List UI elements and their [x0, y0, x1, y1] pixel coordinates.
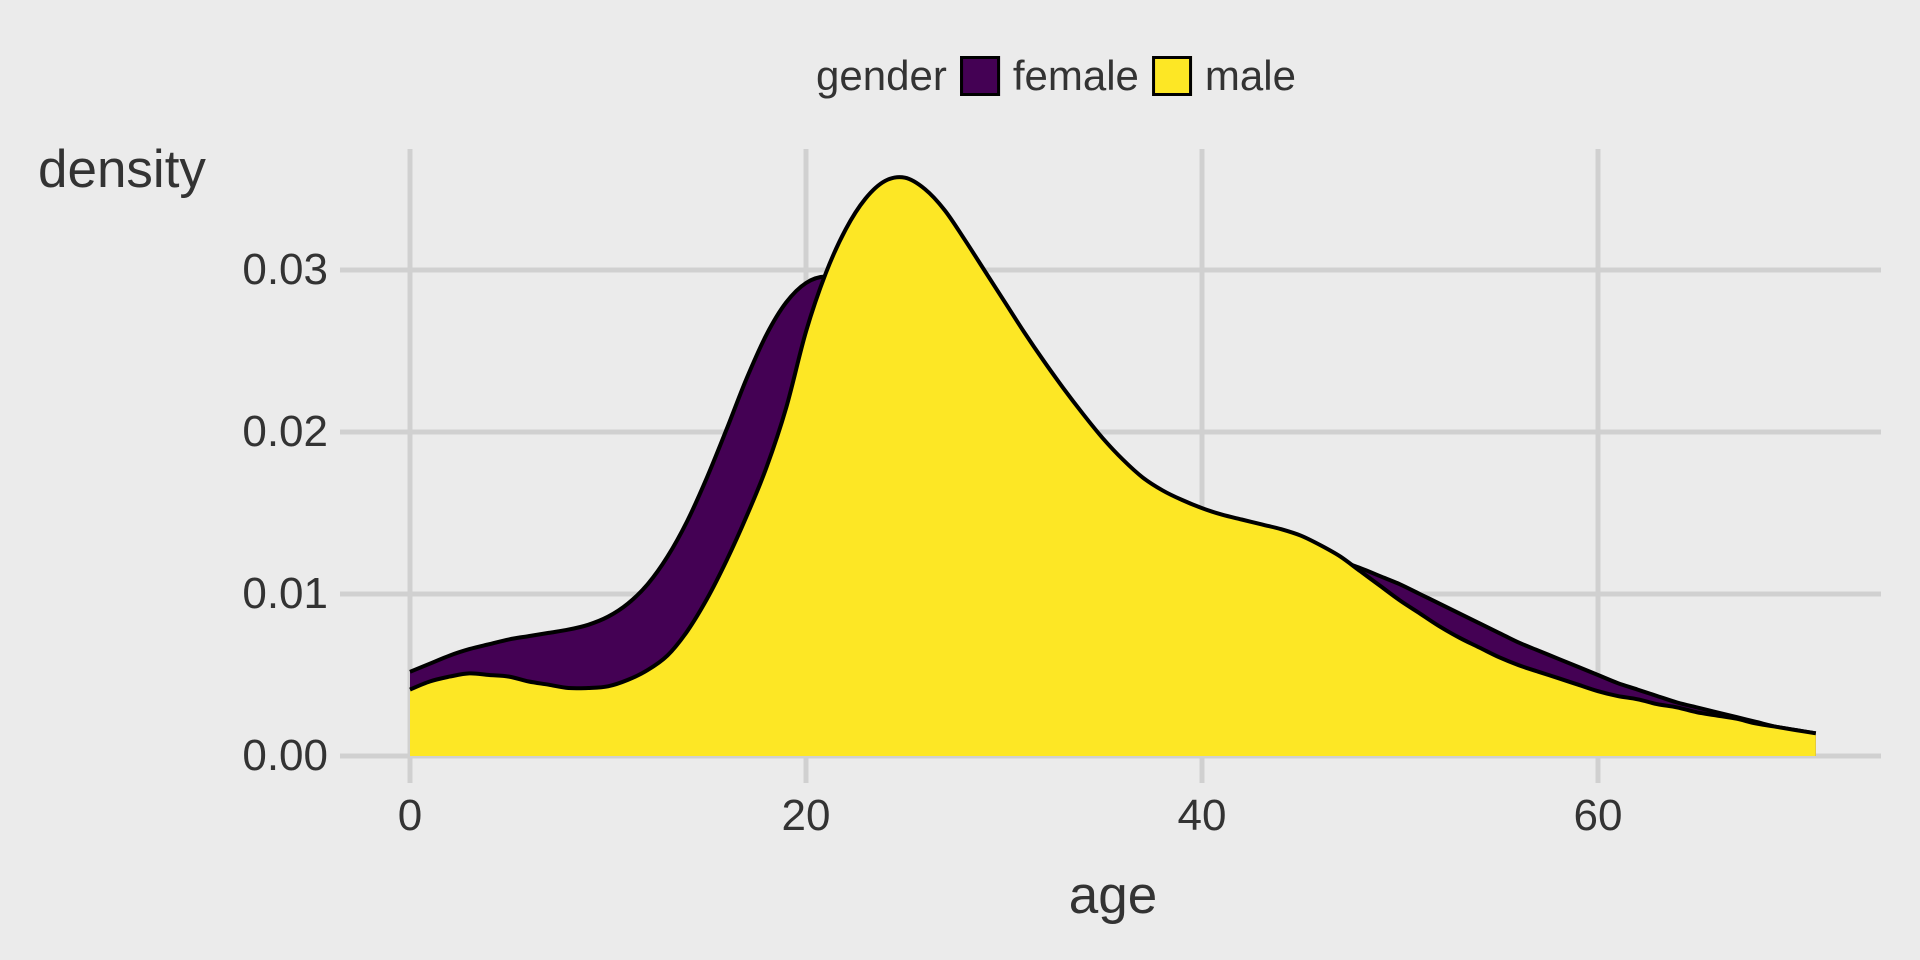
y-axis-title: density — [38, 140, 206, 199]
y-tick-label-0.02: 0.02 — [242, 407, 328, 456]
x-tick-label-40: 40 — [1177, 791, 1227, 840]
y-tick-label-0.00: 0.00 — [242, 731, 328, 780]
x-axis-title: age — [1068, 866, 1158, 925]
density-area-male — [410, 177, 1816, 756]
x-tick-label-60: 60 — [1573, 791, 1623, 840]
legend-label-female: female — [1012, 52, 1139, 99]
y-tick-label-0.01: 0.01 — [242, 569, 328, 618]
x-tick-label-20: 20 — [781, 791, 831, 840]
legend-swatch-female — [959, 56, 1000, 96]
legend-label-male: male — [1204, 52, 1296, 99]
y-tick-label-0.03: 0.03 — [242, 245, 328, 294]
legend-title: gender — [816, 52, 947, 99]
legend-swatch-male — [1151, 56, 1192, 96]
x-tick-label-0: 0 — [397, 791, 423, 840]
legend: gender female male — [816, 52, 1296, 100]
density-curve-male — [409, 175, 1817, 736]
